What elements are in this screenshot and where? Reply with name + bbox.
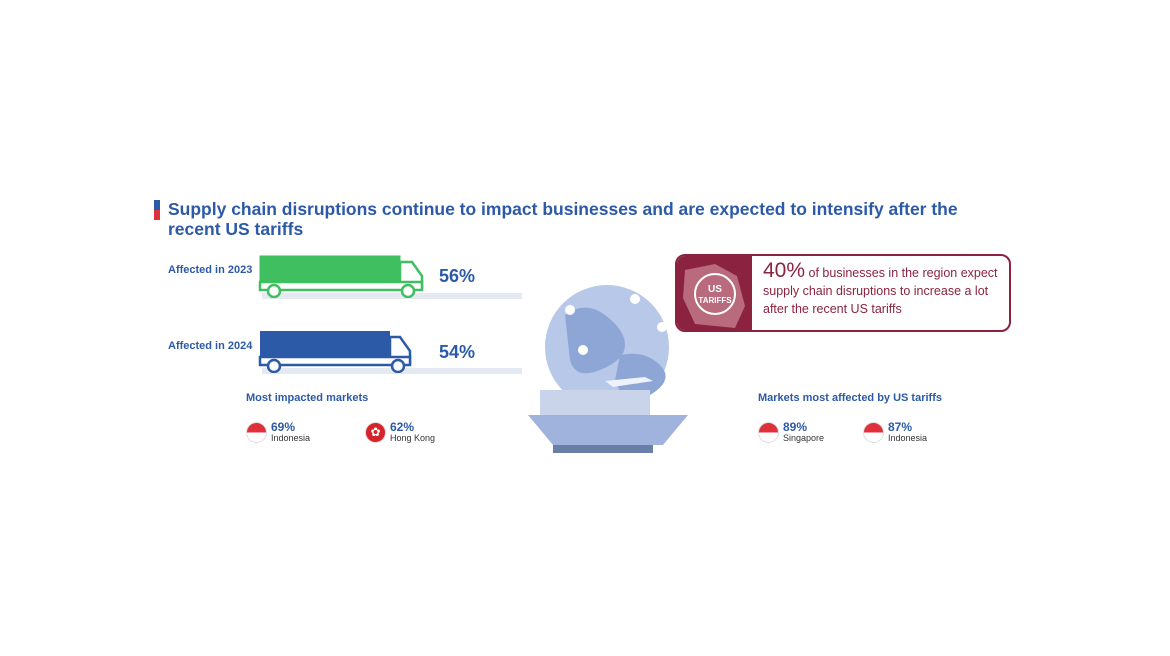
svg-text:US: US <box>708 284 722 295</box>
road <box>262 293 522 299</box>
market-item: 69% Indonesia <box>246 421 310 443</box>
hong-kong-flag-icon: ✿ <box>365 421 386 443</box>
indonesia-flag-icon <box>246 421 267 443</box>
market-value: 87% <box>888 420 913 434</box>
market-value: 62% <box>390 420 415 434</box>
truck-2023-icon <box>258 255 424 298</box>
tariff-callout: US TARIFFS 40% of businesses in the regi… <box>675 254 1011 332</box>
truck-label-2023: Affected in 2023 <box>168 264 253 276</box>
svg-text:TARIFFS: TARIFFS <box>698 296 732 305</box>
market-name: Singapore <box>783 433 825 443</box>
market-value: 89% <box>783 420 808 434</box>
market-item: 89% Singapore <box>758 421 824 443</box>
truck-value-2024: 54% <box>439 342 476 362</box>
truck-value-2023: 56% <box>439 266 476 286</box>
tariff-callout-text: 40% of businesses in the region expect s… <box>763 259 1008 318</box>
tariff-stamp-panel: US TARIFFS <box>677 256 752 330</box>
market-item: 87% Indonesia <box>863 421 927 443</box>
market-name: Indonesia <box>271 433 311 443</box>
tariff-description: of businesses in the region expect suppl… <box>763 266 998 316</box>
page-title: Supply chain disruptions continue to imp… <box>168 199 958 239</box>
market-value: 69% <box>271 420 296 434</box>
indonesia-flag-icon <box>863 421 884 443</box>
market-item: ✿ 62% Hong Kong <box>365 421 435 443</box>
tariff-value: 40% <box>763 259 806 282</box>
title-marker <box>154 200 160 220</box>
most-impacted-heading: Most impacted markets <box>246 392 369 404</box>
globe-ship-illustration <box>528 285 688 453</box>
tariff-markets-heading: Markets most affected by US tariffs <box>758 392 942 404</box>
market-name: Hong Kong <box>390 433 436 443</box>
truck-2024-icon <box>258 331 412 373</box>
market-name: Indonesia <box>888 433 928 443</box>
us-tariffs-stamp-icon: US TARIFFS <box>683 264 745 328</box>
truck-label-2024: Affected in 2024 <box>168 340 253 352</box>
road <box>262 368 522 374</box>
singapore-flag-icon <box>758 421 779 443</box>
